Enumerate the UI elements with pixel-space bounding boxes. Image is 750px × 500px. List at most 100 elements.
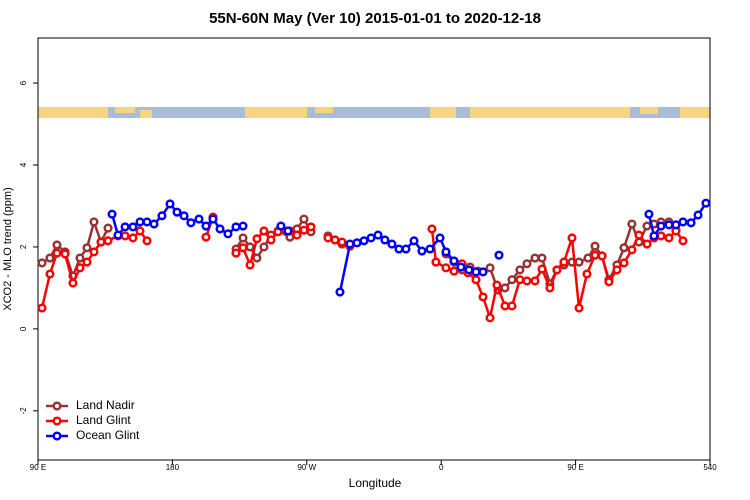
data-point xyxy=(425,244,435,254)
data-point xyxy=(82,243,92,253)
data-point xyxy=(471,267,481,277)
data-point xyxy=(201,221,211,231)
data-point xyxy=(649,231,659,241)
legend-label: Land Nadir xyxy=(76,398,135,412)
data-point xyxy=(664,220,674,230)
data-point xyxy=(441,263,451,273)
data-point xyxy=(238,233,248,243)
data-point xyxy=(215,224,225,234)
data-point xyxy=(583,253,593,263)
x-axis-label: Longitude xyxy=(349,476,402,490)
data-point xyxy=(619,243,629,253)
data-point xyxy=(449,266,459,276)
y-tick-label: 4 xyxy=(19,162,28,167)
data-point xyxy=(337,237,347,247)
data-point xyxy=(96,237,106,247)
x-tick-label: 90 W xyxy=(297,463,316,472)
y-tick-label: -2 xyxy=(19,407,28,415)
data-point xyxy=(201,232,211,242)
data-point xyxy=(172,207,182,217)
data-point xyxy=(642,221,652,231)
data-point xyxy=(194,214,204,224)
data-point xyxy=(128,233,138,243)
data-point xyxy=(485,313,495,323)
data-point xyxy=(107,209,117,219)
legend-label: Land Glint xyxy=(76,413,131,427)
x-tick-label: 180 xyxy=(166,463,180,472)
data-point xyxy=(394,244,404,254)
data-point xyxy=(559,257,569,267)
data-point xyxy=(179,211,189,221)
data-point xyxy=(113,230,123,240)
data-point xyxy=(522,276,532,286)
map-strip xyxy=(38,107,710,118)
data-point xyxy=(582,269,592,279)
data-point xyxy=(75,253,85,263)
data-point xyxy=(52,248,62,258)
data-point xyxy=(82,257,92,267)
data-point xyxy=(45,269,55,279)
y-tick-label: 0 xyxy=(19,326,28,331)
data-point xyxy=(252,253,262,263)
data-point xyxy=(135,217,145,227)
data-point xyxy=(590,241,600,251)
x-tick-label: 90 E xyxy=(30,463,46,472)
data-point xyxy=(283,226,293,236)
data-point xyxy=(157,211,167,221)
data-point xyxy=(208,214,218,224)
legend-marker xyxy=(52,401,62,411)
data-point xyxy=(417,246,427,256)
data-point xyxy=(231,248,241,258)
series xyxy=(107,198,711,297)
data-point xyxy=(128,222,138,232)
data-point xyxy=(604,277,614,287)
data-point xyxy=(507,301,517,311)
data-point xyxy=(323,233,333,243)
data-point xyxy=(186,218,196,228)
data-point xyxy=(135,226,145,236)
data-point xyxy=(656,231,666,241)
data-point xyxy=(299,225,309,235)
data-point xyxy=(223,229,233,239)
data-point xyxy=(435,233,445,243)
data-point xyxy=(619,258,629,268)
data-point xyxy=(693,210,703,220)
legend-marker xyxy=(52,416,62,426)
data-point xyxy=(515,275,525,285)
data-point xyxy=(500,283,510,293)
data-point xyxy=(627,245,637,255)
data-point xyxy=(89,217,99,227)
data-point xyxy=(449,256,459,266)
y-axis-label: XCO2 - MLO trend (ppm) xyxy=(2,187,14,310)
data-point xyxy=(68,278,78,288)
data-point xyxy=(642,239,652,249)
data-point xyxy=(359,236,369,246)
data-point xyxy=(492,280,502,290)
data-point xyxy=(142,217,152,227)
data-point xyxy=(507,275,517,285)
x-tick-label: 540 xyxy=(703,463,717,472)
data-point xyxy=(409,236,419,246)
data-point xyxy=(60,249,70,259)
data-point xyxy=(597,251,607,261)
data-point xyxy=(545,283,555,293)
x-tick-label: 0 xyxy=(439,463,444,472)
data-point xyxy=(120,222,130,232)
legend-marker xyxy=(52,431,62,441)
data-point xyxy=(664,233,674,243)
data-point xyxy=(530,253,540,263)
data-point xyxy=(89,247,99,257)
data-point xyxy=(238,221,248,231)
data-point xyxy=(330,235,340,245)
data-point xyxy=(120,231,130,241)
data-point xyxy=(259,242,269,252)
data-point xyxy=(612,265,622,275)
data-point xyxy=(373,230,383,240)
data-point xyxy=(103,236,113,246)
data-point xyxy=(656,221,666,231)
data-point xyxy=(441,247,451,257)
data-point xyxy=(701,198,711,208)
data-point xyxy=(644,209,654,219)
data-point xyxy=(52,240,62,250)
